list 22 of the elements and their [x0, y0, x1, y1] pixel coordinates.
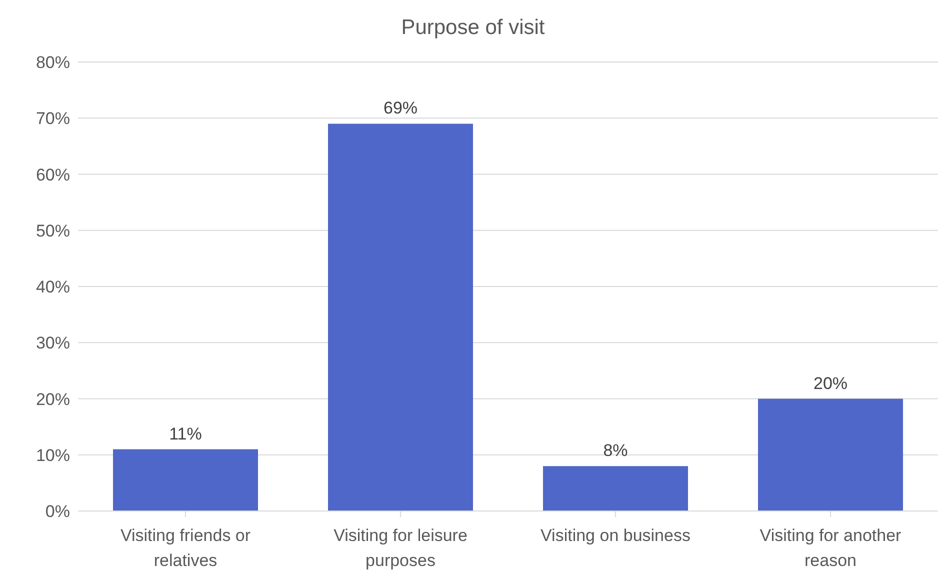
bar [328, 124, 473, 511]
x-tick-label: Visiting for leisure purposes [334, 526, 468, 570]
x-tick-label: Visiting for another reason [760, 526, 902, 570]
chart-title: Purpose of visit [400, 16, 546, 40]
data-label: 8% [603, 441, 628, 460]
y-tick-label: 10% [36, 446, 70, 465]
data-label: 69% [383, 98, 418, 118]
x-tick-label: Visiting friends or relatives [120, 526, 251, 570]
y-tick-label: 0% [45, 502, 70, 522]
x-tick-label: Visiting on business [540, 526, 690, 545]
y-tick-label: 80% [36, 53, 70, 72]
y-tick-label: 20% [36, 390, 70, 409]
y-tick-label: 60% [36, 165, 70, 184]
y-tick-label: 70% [36, 109, 70, 128]
bar [543, 466, 688, 511]
y-tick-label: 40% [36, 278, 70, 297]
y-tick-label: 50% [36, 221, 70, 240]
bar [758, 398, 903, 511]
data-label: 11% [169, 424, 202, 444]
bar [113, 449, 258, 511]
y-tick-label: 30% [36, 334, 70, 353]
data-label: 20% [813, 374, 848, 393]
